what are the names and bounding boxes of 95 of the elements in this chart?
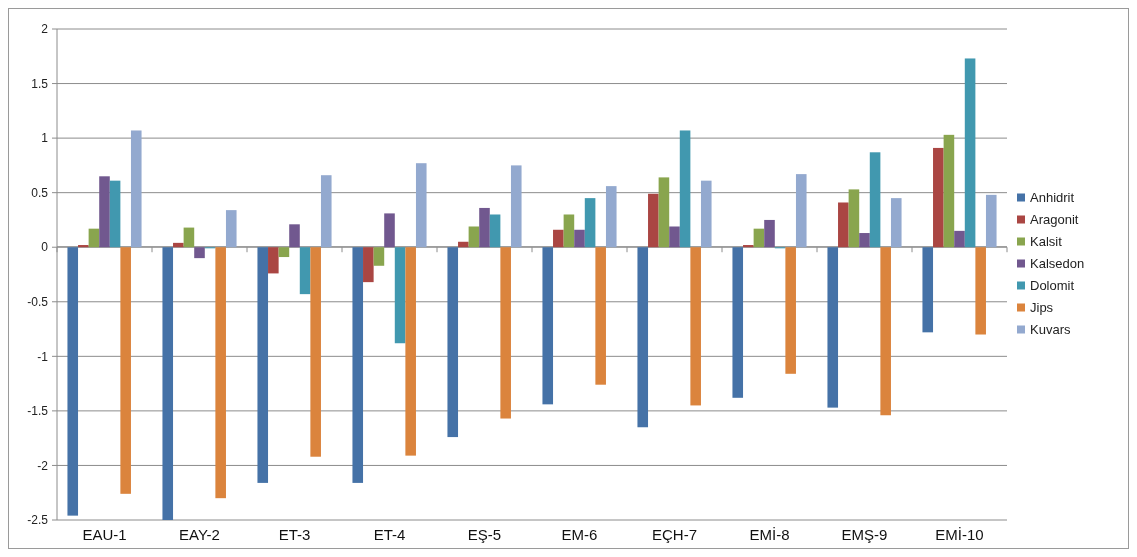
legend-label: Aragonit [1030, 212, 1079, 228]
x-tick-label: EŞ-5 [467, 526, 502, 543]
bar [225, 210, 237, 248]
y-tick-label: -0.5 [27, 294, 49, 309]
bar [310, 247, 321, 457]
bar [922, 247, 934, 333]
bar [384, 213, 395, 248]
bar [458, 241, 469, 248]
bar [88, 228, 100, 248]
x-tick-label: EMİ-10 [935, 526, 984, 543]
bar [257, 247, 269, 483]
y-tick-label: 1.5 [31, 76, 49, 91]
bar [173, 242, 184, 248]
bar [489, 214, 501, 248]
bar [120, 247, 131, 494]
legend-label: Jips [1030, 300, 1054, 316]
bar [162, 247, 174, 520]
bar [595, 247, 606, 385]
bar [78, 245, 89, 248]
bar [795, 174, 807, 248]
bar [827, 247, 839, 408]
x-tick-label: EM-6 [561, 526, 598, 543]
bar [479, 207, 490, 248]
bar [785, 247, 796, 374]
x-tick-label: ET-3 [278, 526, 311, 543]
bar [99, 176, 110, 248]
bar [510, 165, 522, 248]
bar [848, 189, 860, 248]
bar [183, 227, 195, 248]
bar [352, 247, 364, 483]
bar [880, 247, 891, 416]
bar [838, 202, 849, 248]
bar [700, 180, 712, 248]
bar [637, 247, 649, 428]
bar [943, 134, 955, 248]
legend-label: Anhidrit [1030, 190, 1075, 206]
bar [394, 247, 406, 344]
bar [447, 247, 459, 438]
bar [468, 226, 480, 248]
x-tick-label: EAY-2 [179, 526, 220, 543]
legend-label: Kalsit [1030, 234, 1063, 250]
bar [278, 247, 290, 258]
bar [690, 247, 701, 406]
bar [553, 229, 564, 248]
y-tick-label: -2 [37, 458, 49, 473]
y-tick-label: 0.5 [31, 185, 49, 200]
bar [109, 180, 121, 248]
bar [194, 247, 205, 259]
bar [542, 247, 554, 405]
bar [954, 230, 965, 248]
x-tick-label: EMŞ-9 [841, 526, 888, 543]
legend-label: Kuvars [1030, 322, 1071, 338]
bar [933, 147, 944, 248]
bar [859, 233, 870, 248]
bar [415, 163, 427, 248]
bar [890, 198, 902, 248]
bar [363, 247, 374, 283]
bar [732, 247, 744, 398]
y-tick-label: 0 [41, 240, 49, 255]
y-tick-label: -1 [37, 349, 49, 364]
bar [985, 194, 997, 248]
y-tick-label: -1.5 [27, 404, 49, 419]
y-tick-label: -2.5 [27, 513, 49, 528]
bar [964, 58, 976, 248]
bar [215, 247, 226, 499]
bar [563, 214, 575, 248]
y-tick-label: 2 [41, 22, 49, 37]
bar [268, 247, 279, 274]
bar [67, 247, 79, 516]
bar [299, 247, 311, 295]
bar [743, 245, 754, 248]
x-tick-label: EÇH-7 [651, 526, 698, 543]
bar [130, 130, 142, 248]
bar [648, 193, 659, 248]
x-tick-label: ET-4 [373, 526, 406, 543]
bar [753, 228, 765, 248]
bar [500, 247, 511, 419]
bar [373, 247, 385, 266]
legend-label: Dolomit [1030, 278, 1075, 294]
legend-label: Kalsedon [1030, 256, 1085, 272]
x-tick-label: EMİ-8 [749, 526, 790, 543]
bar [975, 247, 986, 335]
bar [679, 130, 691, 248]
bar [289, 224, 300, 248]
bar [320, 175, 332, 248]
y-tick-label: 1 [41, 131, 49, 146]
bar [669, 226, 680, 248]
bar [584, 198, 596, 248]
bar [658, 177, 670, 248]
bar [605, 186, 617, 248]
bar [574, 229, 585, 248]
bar [405, 247, 416, 456]
bar [764, 219, 775, 248]
bar [869, 152, 881, 248]
x-tick-label: EAU-1 [82, 526, 127, 543]
